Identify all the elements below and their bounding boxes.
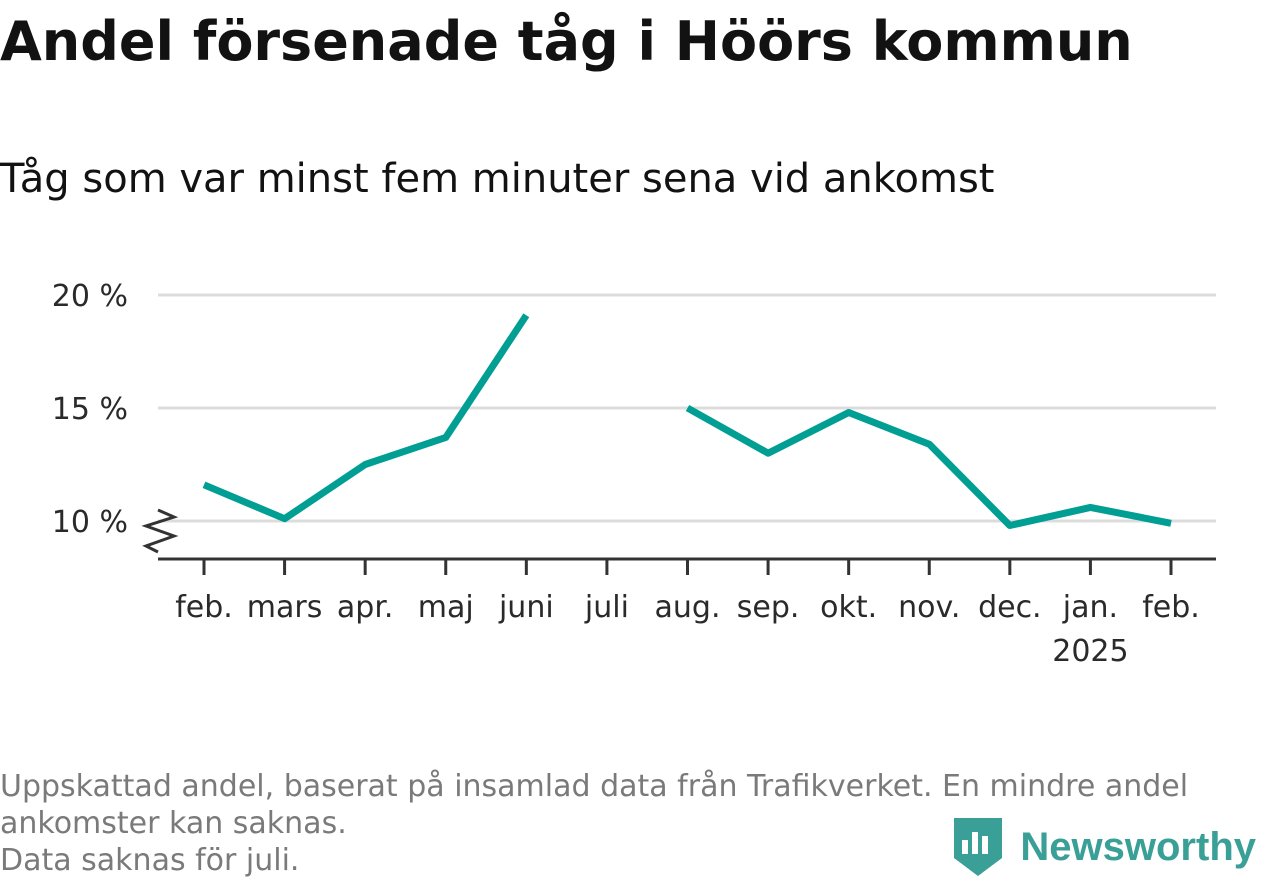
x-tick-label-6: aug.	[655, 590, 721, 625]
brand-logo: Newsworthy	[954, 818, 1256, 876]
chart-title: Andel försenade tåg i Höörs kommun	[0, 10, 1133, 73]
x-tick-label-10: dec.	[978, 590, 1042, 625]
x-tick-label-11: jan.	[1062, 590, 1118, 625]
x-tick-label-0: feb.	[175, 590, 233, 625]
chart-footnote: Uppskattad andel, baserat på insamlad da…	[0, 768, 1250, 879]
x-tick-label-3: maj	[418, 590, 474, 625]
x-tick-label-5: juli	[584, 590, 629, 625]
brand-name: Newsworthy	[1020, 824, 1256, 869]
line-chart: 10 % 15 % 20 % feb. mars apr. maj juni juli aug.…	[52, 279, 1216, 669]
newsworthy-logo-icon	[954, 818, 1003, 876]
y-tick-label-10: 10 %	[52, 505, 128, 540]
x-tick-label-1: mars	[247, 590, 323, 625]
series-line-segment-0	[202, 313, 530, 523]
chart-subtitle: Tåg som var minst fem minuter sena vid a…	[0, 156, 995, 202]
gridlines	[158, 293, 1216, 523]
x-tick-label-12: feb.	[1142, 590, 1200, 625]
footnote-line-1: Uppskattad andel, baserat på insamlad da…	[0, 769, 1189, 804]
footnote-line-2: ankomster kan saknas.	[0, 806, 347, 841]
series-line-segment-1	[685, 404, 1172, 529]
y-tick-label-20: 20 %	[52, 279, 128, 314]
x-tick-label-8: okt.	[820, 590, 877, 625]
y-axis-ticks: 10 % 15 % 20 %	[52, 279, 128, 540]
x-tick-label-2: apr.	[337, 590, 394, 625]
footnote-line-3: Data saknas för juli.	[0, 843, 300, 878]
axis-break-icon	[141, 508, 179, 554]
x-tick-label-7: sep.	[737, 590, 800, 625]
x-tick-label-9: nov.	[898, 590, 960, 625]
x-axis-ticks: feb. mars apr. maj juni juli aug. sep. okt. nov. d…	[175, 559, 1200, 669]
y-tick-label-15: 15 %	[52, 392, 128, 427]
series-lines	[202, 313, 1172, 529]
x-year-label: 2025	[1052, 634, 1128, 669]
x-tick-label-4: juni	[498, 590, 554, 625]
